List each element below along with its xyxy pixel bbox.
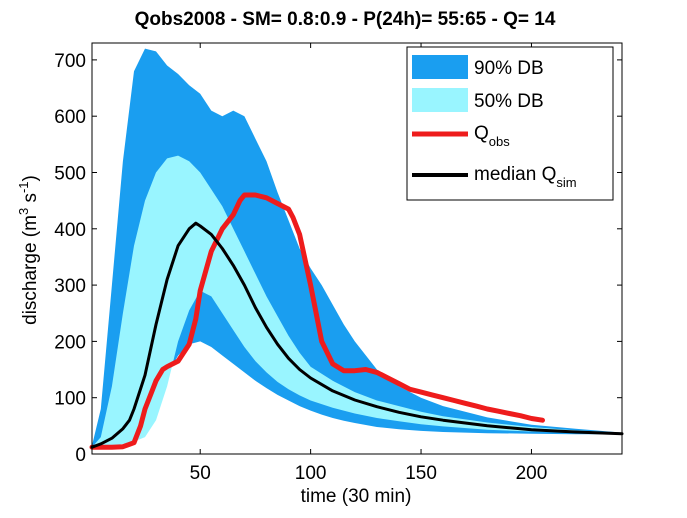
- legend-swatch-50db: [412, 88, 468, 112]
- y-tick-label: 400: [54, 220, 86, 241]
- y-tick-label: 500: [54, 163, 86, 184]
- y-axis-label-sup1: 3: [16, 208, 31, 215]
- lines-layer: [89, 192, 624, 450]
- legend-swatch-90db: [412, 55, 468, 79]
- y-tick-label: 600: [54, 107, 86, 128]
- y-axis-label-main: discharge (m: [20, 215, 41, 325]
- legend: 90% DB 50% DB Qobs median Qsim: [406, 46, 614, 201]
- y-axis-label: discharge (m3 s-1): [16, 175, 41, 325]
- x-tick-label: 200: [516, 463, 548, 484]
- y-tick-label: 300: [54, 276, 86, 297]
- series-line-q-obs: [89, 192, 545, 450]
- x-axis-label: time (30 min): [301, 486, 412, 507]
- y-axis-label-end: ): [20, 175, 41, 181]
- legend-label-median-sub: sim: [556, 175, 576, 190]
- series-line-median-q-sim: [90, 221, 624, 449]
- band-90-db: [92, 48, 622, 449]
- y-axis-ticks: 0 100 200 300 400 500 600 700: [54, 51, 622, 466]
- x-tick-label: 150: [405, 463, 437, 484]
- legend-label-median-main: median Q: [474, 164, 556, 185]
- legend-label-median: median Qsim: [474, 164, 577, 190]
- y-tick-label: 700: [54, 51, 86, 72]
- x-tick-label: 50: [190, 463, 211, 484]
- legend-label-qobs-sub: obs: [489, 134, 510, 149]
- chart-title: Qobs2008 - SM= 0.8:0.9 - P(24h)= 55:65 -…: [135, 9, 556, 30]
- y-tick-label: 0: [75, 445, 86, 466]
- legend-label-qobs-main: Q: [474, 123, 489, 144]
- x-axis-ticks: 50 100 150 200: [190, 43, 548, 484]
- y-axis-label-mid: s: [20, 193, 41, 208]
- legend-label-qobs: Qobs: [474, 123, 510, 149]
- y-axis-label-sup2: -1: [16, 181, 31, 193]
- legend-label-50db: 50% DB: [474, 91, 544, 112]
- legend-label-90db: 90% DB: [474, 58, 544, 79]
- y-tick-label: 200: [54, 332, 86, 353]
- x-tick-label: 100: [295, 463, 327, 484]
- y-tick-label: 100: [54, 389, 86, 410]
- plot-frame: [91, 42, 623, 455]
